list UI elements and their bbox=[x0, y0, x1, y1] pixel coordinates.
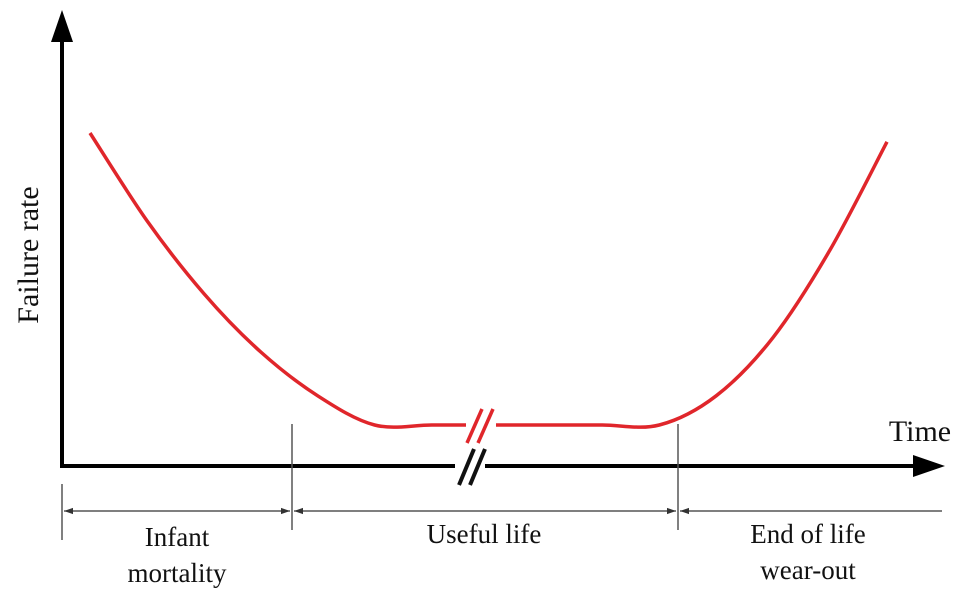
curve-break-mark bbox=[465, 408, 496, 444]
phase-label-wearout-line1: End of life bbox=[750, 519, 865, 549]
phase-label-infant-line1: Infant bbox=[145, 522, 210, 552]
x-axis-label: Time bbox=[889, 415, 951, 448]
axes bbox=[51, 10, 945, 477]
x-axis-arrowhead bbox=[913, 455, 945, 477]
phase-label-infant-line2: mortality bbox=[128, 558, 227, 588]
x-axis-break-mark bbox=[455, 448, 487, 486]
failure-rate-curve bbox=[88, 132, 889, 429]
y-axis-label: Failure rate bbox=[12, 186, 45, 323]
phase-label-useful-life: Useful life bbox=[427, 519, 542, 549]
phase-labels: Infant mortality Useful life End of life… bbox=[128, 519, 866, 588]
phase-separators bbox=[61, 424, 679, 540]
y-axis-arrowhead bbox=[51, 10, 73, 42]
phase-label-wearout-line2: wear-out bbox=[760, 555, 856, 585]
